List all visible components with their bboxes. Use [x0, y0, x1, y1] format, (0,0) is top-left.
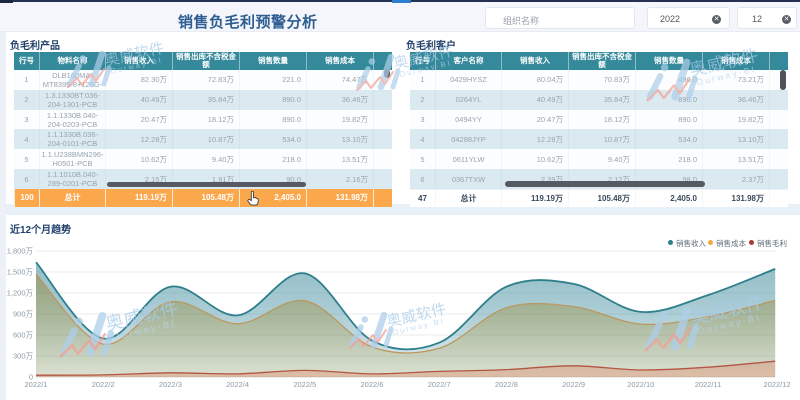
svg-text:2022/8: 2022/8	[495, 380, 518, 389]
svg-text:1,800万: 1,800万	[7, 247, 34, 256]
svg-text:1,500万: 1,500万	[7, 268, 34, 277]
svg-text:2022/4: 2022/4	[226, 380, 249, 389]
svg-text:600万: 600万	[13, 331, 34, 340]
svg-text:2022/2: 2022/2	[92, 380, 115, 389]
svg-text:900万: 900万	[13, 310, 34, 319]
svg-text:2022/5: 2022/5	[293, 380, 316, 389]
svg-text:2022/1: 2022/1	[25, 380, 48, 389]
svg-text:2022/9: 2022/9	[562, 380, 585, 389]
svg-text:300万: 300万	[13, 352, 34, 361]
svg-text:2022/10: 2022/10	[627, 380, 654, 389]
svg-text:2022/11: 2022/11	[695, 380, 722, 389]
svg-text:0: 0	[29, 373, 33, 382]
svg-text:2022/7: 2022/7	[428, 380, 451, 389]
svg-text:2022/6: 2022/6	[361, 380, 384, 389]
svg-text:2022/12: 2022/12	[763, 380, 790, 389]
svg-text:1,200万: 1,200万	[7, 289, 34, 298]
svg-text:2022/3: 2022/3	[159, 380, 182, 389]
